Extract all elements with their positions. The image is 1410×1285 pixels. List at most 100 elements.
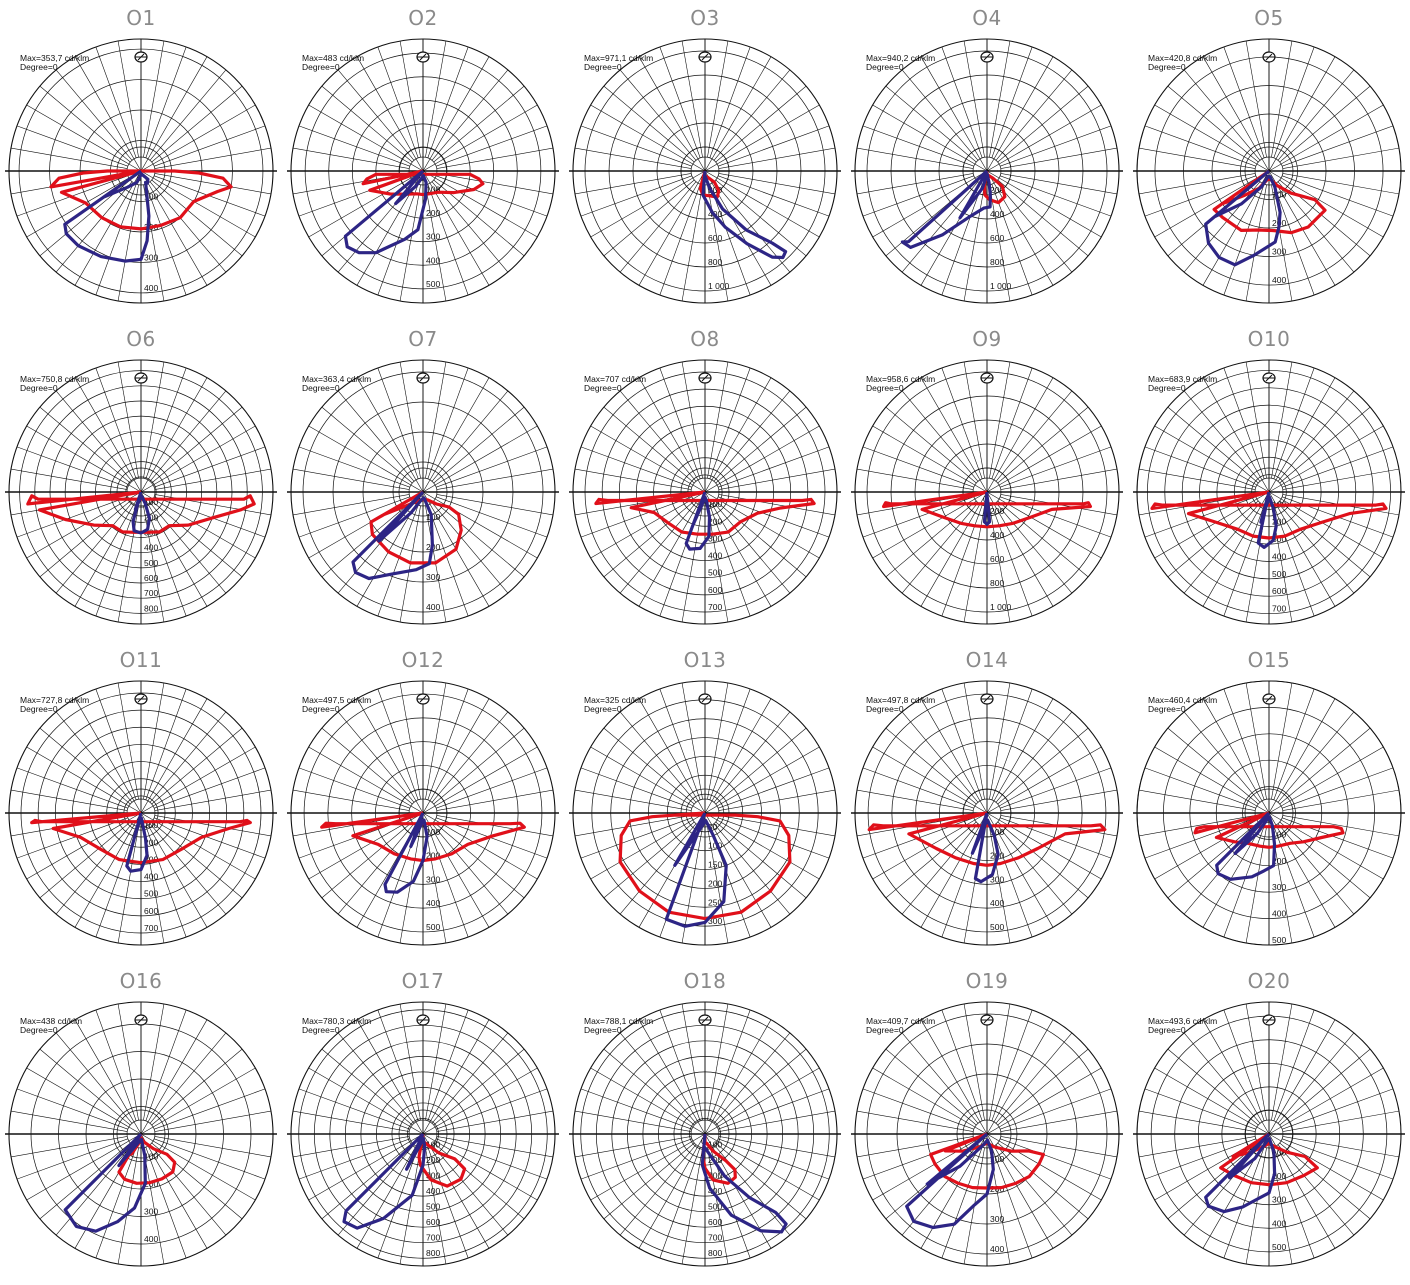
chart-panel-17: O17 100 200 300 400 500 600 700 800 0 Max=780,3 cd… <box>282 963 564 1284</box>
radial-line <box>74 377 142 493</box>
radial-line <box>140 491 256 559</box>
radial-line <box>337 711 415 803</box>
radial-line <box>154 496 266 538</box>
ring-label: 500 <box>1272 569 1286 579</box>
radial-line <box>941 1009 983 1121</box>
radial-line <box>1167 85 1259 163</box>
luminaire-icon <box>134 1014 148 1026</box>
ring-label: 200 <box>426 208 440 218</box>
max-intensity-label: Max=363,4 cd/klm <box>302 374 371 384</box>
radial-line <box>425 40 447 158</box>
ring-label: 400 <box>708 1186 722 1196</box>
radial-line <box>1223 1009 1265 1121</box>
radial-line <box>941 46 983 158</box>
value-ring <box>627 1056 783 1212</box>
chart-title: O14 <box>965 648 1009 672</box>
radial-line <box>117 184 139 302</box>
chart-title: O9 <box>972 327 1002 351</box>
chart-panel-13: O13 50 100 150 200 250 300 0 Max=325 cd/klm Degre… <box>564 642 846 963</box>
radial-line <box>995 711 1073 803</box>
degree-label: Degree=0 <box>866 62 904 72</box>
value-ring <box>110 461 172 523</box>
radial-line <box>997 85 1089 163</box>
chart-title: O8 <box>690 327 720 351</box>
radial-line <box>659 184 701 296</box>
radial-line <box>377 1147 419 1259</box>
series-c90-c270 <box>343 169 428 255</box>
radial-line <box>422 104 538 172</box>
radial-line <box>422 377 490 493</box>
chart-panel-6: O6 100 200 300 400 500 600 700 800 0 Max=750,8 cd/… <box>0 321 282 642</box>
radial-line <box>425 361 447 479</box>
radial-line <box>140 812 256 880</box>
radial-line <box>117 682 139 800</box>
radial-line <box>436 1136 554 1158</box>
radial-line <box>718 125 830 167</box>
radial-line <box>885 406 977 484</box>
radial-line <box>1144 446 1256 488</box>
radial-line <box>715 1142 807 1220</box>
radial-line <box>117 1003 139 1121</box>
radial-line <box>1223 1147 1265 1259</box>
radial-line <box>427 1147 469 1259</box>
series-c90-c270 <box>63 169 151 263</box>
ring-label: 800 <box>990 257 1004 267</box>
radial-line <box>1282 1136 1400 1158</box>
radial-line <box>718 175 830 217</box>
radial-line <box>431 823 509 915</box>
ring-label: 600 <box>426 1217 440 1227</box>
radial-line <box>427 688 469 800</box>
radial-line <box>292 1110 410 1132</box>
radial-line <box>590 425 706 493</box>
series-c90-c270 <box>700 1133 788 1234</box>
chart-title: O10 <box>1247 327 1291 351</box>
radial-line <box>140 56 208 172</box>
radial-line <box>704 746 820 814</box>
radial-line <box>117 361 139 479</box>
radial-line <box>989 1003 1011 1121</box>
ring-label: 100 <box>144 820 158 830</box>
ring-label: 150 <box>708 860 722 870</box>
luminaire-icon <box>1262 51 1276 63</box>
radial-line <box>986 698 1054 814</box>
radial-line <box>298 1088 410 1130</box>
max-intensity-label: Max=409,7 cd/klm <box>866 1016 935 1026</box>
radial-line <box>427 46 469 158</box>
radial-line <box>681 505 703 623</box>
chart-title: O19 <box>965 969 1009 993</box>
luminaire-icon <box>134 693 148 705</box>
radial-line <box>574 1136 692 1158</box>
radial-line <box>422 170 538 238</box>
value-ring <box>618 405 792 579</box>
radial-line <box>399 184 421 302</box>
radial-line <box>377 46 419 158</box>
radial-line <box>718 147 836 169</box>
radial-line <box>989 184 1011 302</box>
radial-line <box>574 468 692 490</box>
radial-line <box>433 821 525 899</box>
radial-line <box>718 1088 830 1130</box>
radial-line <box>1282 817 1394 859</box>
radial-line <box>603 1142 695 1220</box>
radial-line <box>1183 1032 1261 1124</box>
radial-line <box>862 175 974 217</box>
radial-line <box>1282 446 1394 488</box>
radial-line <box>580 125 692 167</box>
radial-line <box>10 468 128 490</box>
ring-label: 500 <box>426 1202 440 1212</box>
value-ring <box>608 74 802 268</box>
ring-label: 500 <box>426 279 440 289</box>
radial-line <box>1000 789 1118 811</box>
radial-line <box>659 688 701 800</box>
radial-line <box>427 367 469 479</box>
radial-line <box>1277 390 1355 482</box>
ring-label: 300 <box>426 572 440 582</box>
series-c90-c270 <box>982 491 992 526</box>
radial-line <box>1268 812 1336 928</box>
radial-line <box>713 502 791 594</box>
radial-line <box>1277 823 1355 915</box>
radial-line <box>154 767 266 809</box>
